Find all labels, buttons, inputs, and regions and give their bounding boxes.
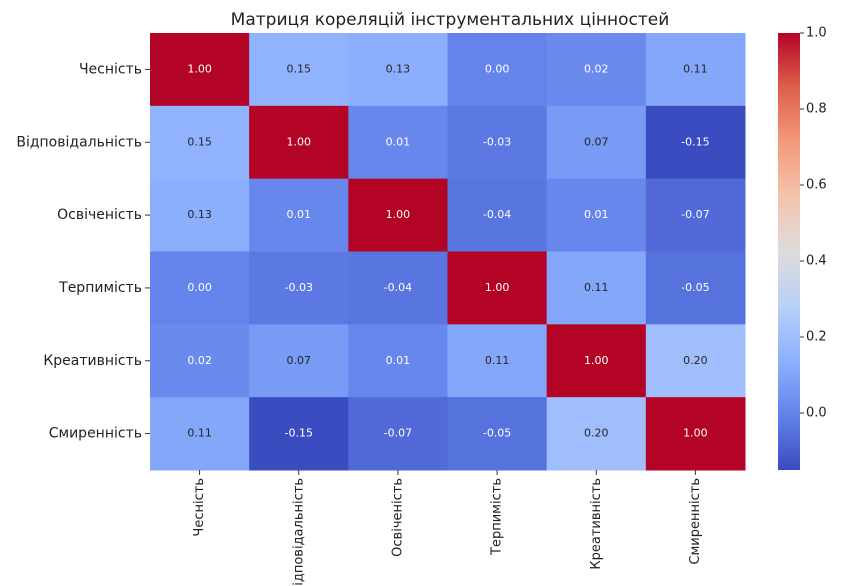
cell-label: 0.01	[386, 354, 411, 367]
cell-label: 0.02	[187, 354, 212, 367]
x-tick-label: Відповідальність	[291, 478, 306, 586]
heatmap-cell	[447, 33, 548, 107]
x-tick-label: Креативність	[589, 478, 604, 570]
x-tick-label: Освіченість	[390, 478, 405, 557]
cell-label: 0.13	[386, 62, 411, 75]
cell-label: 0.11	[584, 281, 609, 294]
heatmap-cell	[546, 105, 647, 180]
cell-label: -0.07	[384, 427, 412, 440]
x-tick-label: Чесність	[192, 478, 207, 537]
heatmap-cell	[348, 178, 448, 252]
heatmap-cell	[546, 33, 647, 107]
cell-label: 0.00	[485, 62, 510, 75]
heatmap-cell	[546, 178, 647, 252]
x-tick-label: Терпимість	[490, 478, 505, 556]
heatmap-cell	[249, 105, 349, 180]
cell-label: 0.01	[386, 135, 411, 148]
colorbar-tick-label: 0.0	[806, 406, 827, 421]
cell-label: 0.11	[485, 354, 510, 367]
chart-title: Матриця кореляцій інструментальних цінно…	[231, 10, 670, 30]
colorbar-tick-label: 0.6	[806, 178, 827, 193]
cell-label: 1.00	[386, 208, 411, 221]
cell-label: 1.00	[187, 62, 212, 75]
cell-label: 0.02	[584, 62, 609, 75]
cell-label: 0.00	[187, 281, 212, 294]
heatmap-cell	[645, 33, 746, 107]
cell-label: 0.20	[584, 427, 609, 440]
heatmap-cell	[447, 105, 548, 180]
cell-label: 0.07	[584, 135, 609, 148]
cell-label: -0.05	[483, 427, 511, 440]
cell-label: 0.07	[287, 354, 312, 367]
heatmap-cell	[447, 178, 548, 252]
cell-label: -0.05	[681, 281, 709, 294]
heatmap-cell	[348, 105, 448, 180]
cell-label: 0.13	[187, 208, 212, 221]
cell-label: 1.00	[287, 135, 312, 148]
heatmap-cell	[249, 33, 349, 107]
cell-label: 0.11	[187, 427, 212, 440]
cell-label: 0.15	[187, 135, 212, 148]
heatmap-cell	[150, 324, 250, 398]
cell-label: -0.04	[483, 208, 511, 221]
cell-label: -0.15	[285, 427, 313, 440]
colorbar	[778, 33, 800, 470]
heatmap-cell	[546, 251, 647, 325]
heatmap-cell	[249, 397, 349, 471]
heatmap-cell	[348, 397, 448, 471]
colorbar-tick-label: 0.8	[806, 102, 827, 117]
cell-label: 0.01	[287, 208, 312, 221]
colorbar-tick-label: 0.2	[806, 330, 827, 345]
heatmap-cell	[645, 324, 746, 398]
colorbar-tick-label: 1.0	[806, 26, 827, 41]
y-tick-label: Креативність	[43, 353, 142, 369]
heatmap-cell	[249, 324, 349, 398]
heatmap-cell	[447, 251, 548, 325]
heatmap-cell	[645, 178, 746, 252]
heatmap-cell	[348, 33, 448, 107]
cell-label: 1.00	[485, 281, 510, 294]
cell-label: -0.03	[285, 281, 313, 294]
heatmap-cell	[249, 251, 349, 325]
y-tick-label: Освіченість	[57, 207, 142, 223]
y-tick-label: Відповідальність	[16, 134, 142, 150]
cell-label: 0.15	[287, 62, 312, 75]
x-tick-label: Смиренність	[688, 478, 703, 565]
heatmap-cell	[150, 397, 250, 471]
y-tick-label: Чесність	[79, 61, 142, 77]
cell-label: -0.07	[681, 208, 709, 221]
cell-label: 0.20	[683, 354, 708, 367]
heatmap-cell	[348, 324, 448, 398]
heatmap-cell	[546, 324, 647, 398]
cell-label: 0.11	[683, 62, 708, 75]
heatmap-cell	[645, 251, 746, 325]
heatmap-cell	[447, 324, 548, 398]
cell-label: -0.03	[483, 135, 511, 148]
heatmap-cell	[150, 251, 250, 325]
heatmap-cell	[348, 251, 448, 325]
cell-label: 0.01	[584, 208, 609, 221]
heatmap-cell	[150, 178, 250, 252]
cell-label: 1.00	[584, 354, 609, 367]
heatmap-cell	[249, 178, 349, 252]
colorbar-tick-label: 0.4	[806, 254, 827, 269]
cell-label: 1.00	[683, 427, 708, 440]
heatmap-cell	[546, 397, 647, 471]
heatmap-cell	[150, 33, 250, 107]
y-tick-label: Смиренність	[49, 426, 142, 442]
cell-label: -0.15	[681, 135, 709, 148]
y-tick-label: Терпимість	[58, 280, 142, 296]
heatmap-cell	[447, 397, 548, 471]
heatmap-cell	[645, 105, 746, 180]
heatmap-cell	[645, 397, 746, 471]
heatmap-cell	[150, 105, 250, 180]
cell-label: -0.04	[384, 281, 412, 294]
